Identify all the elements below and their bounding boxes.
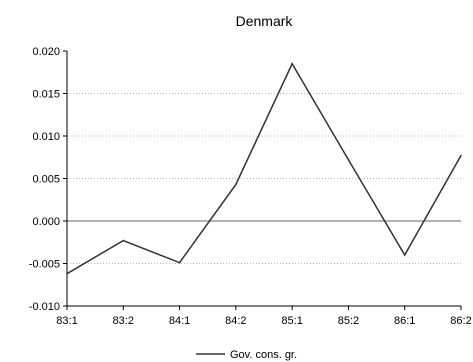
data-point — [122, 239, 125, 242]
data-point — [291, 62, 293, 65]
series-line — [66, 62, 462, 275]
legend-label: Gov. cons. gr. — [230, 349, 297, 361]
data-point — [460, 154, 462, 157]
x-tick-label: 84:2 — [225, 315, 246, 327]
x-axis-ticks: 83:1 83:2 84:1 84:2 85:1 85:2 86:1 86:2 — [56, 306, 472, 327]
data-point — [347, 159, 350, 161]
x-tick-label: 86:2 — [450, 315, 471, 327]
data-point — [66, 272, 68, 275]
y-tick-label: 0.010 — [32, 131, 60, 143]
axes — [66, 51, 461, 307]
y-tick-label: 0.000 — [32, 216, 60, 228]
chart-title: Denmark — [236, 13, 294, 29]
x-tick-label: 85:1 — [281, 315, 302, 327]
x-tick-label: 84:1 — [169, 315, 190, 327]
y-tick-label: 0.015 — [32, 89, 60, 101]
y-tick-label: -0.005 — [29, 259, 60, 271]
y-tick-label: 0.005 — [32, 174, 60, 186]
y-axis-ticks: 0.020 0.015 0.010 0.005 0.000 -0.005 -0.010 — [29, 46, 67, 313]
y-tick-label: 0.020 — [32, 46, 60, 58]
legend: Gov. cons. gr. — [196, 349, 297, 361]
data-point — [403, 254, 406, 256]
y-tick-label: -0.010 — [29, 301, 60, 313]
data-point — [235, 183, 237, 186]
x-tick-label: 83:1 — [56, 315, 77, 327]
x-tick-label: 86:1 — [394, 315, 415, 327]
x-tick-label: 83:2 — [113, 315, 134, 327]
data-point — [178, 261, 181, 264]
x-tick-label: 85:2 — [338, 315, 359, 327]
series-group — [66, 62, 462, 275]
grid-lines — [67, 93, 461, 264]
